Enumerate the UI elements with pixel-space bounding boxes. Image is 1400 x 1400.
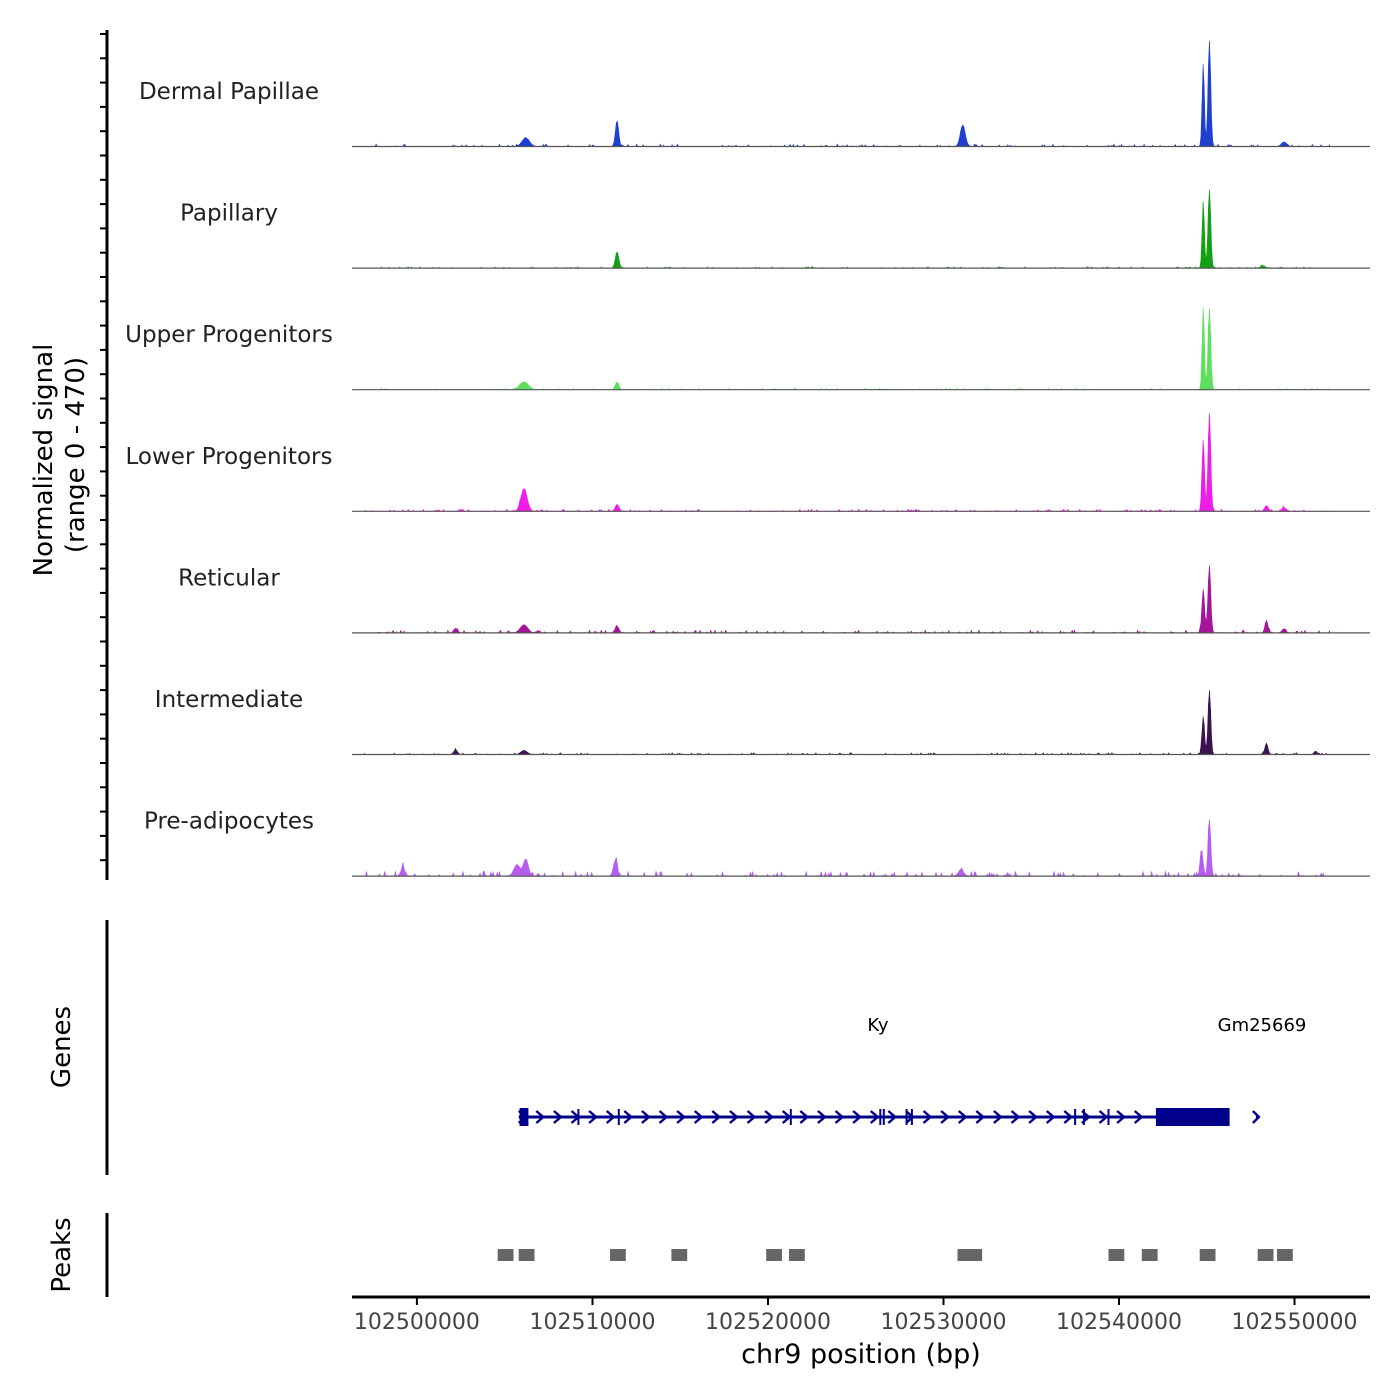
strand-arrow <box>781 1110 792 1124</box>
strand-arrow <box>676 1110 686 1124</box>
signal-area <box>364 412 1330 512</box>
strand-arrow <box>1045 1110 1056 1124</box>
strand-arrow <box>799 1110 810 1124</box>
track-label: Reticular <box>178 565 280 591</box>
gene-label: Ky <box>867 1015 888 1036</box>
track-label: Lower Progenitors <box>126 444 333 470</box>
signal-area <box>364 40 1330 148</box>
signal-area <box>364 819 1330 878</box>
strand-arrow <box>535 1110 546 1124</box>
strand-arrow <box>852 1110 862 1124</box>
track-label: Papillary <box>180 201 278 227</box>
gene-gm25669: Gm25669 <box>1218 1015 1307 1124</box>
strand-arrow <box>729 1110 739 1124</box>
peak-region <box>671 1249 688 1261</box>
strand-arrow <box>693 1110 704 1124</box>
peak-region <box>497 1249 514 1261</box>
strand-arrow <box>1081 1110 1091 1124</box>
strand-arrow <box>711 1110 722 1124</box>
peak-region <box>610 1249 626 1261</box>
peak-region <box>1257 1249 1274 1261</box>
strand-arrow <box>905 1110 915 1124</box>
gene-ky: Ky <box>517 1015 1230 1126</box>
strand-arrow <box>605 1110 616 1124</box>
x-axis-ticks: 102500000 102510000 102520000 102530000 1025… <box>354 1297 1358 1335</box>
x-tick-label: 102550000 <box>1232 1310 1358 1335</box>
strand-arrow <box>1252 1110 1261 1124</box>
strand-arrow <box>1098 1110 1109 1124</box>
peak-region <box>957 1249 983 1261</box>
strand-arrow <box>658 1110 669 1124</box>
coverage-track-intermediate: Intermediate <box>155 687 1370 756</box>
strand-arrow <box>834 1110 845 1124</box>
coverage-ylabel-line1: Normalized signal <box>29 344 59 577</box>
signal-area <box>364 189 1330 269</box>
strand-arrow <box>1028 1110 1038 1124</box>
track-label: Dermal Papillae <box>139 79 319 105</box>
peak-region <box>789 1249 805 1261</box>
signal-area <box>364 565 1330 634</box>
strand-arrow <box>553 1110 563 1124</box>
x-tick-label: 102530000 <box>881 1310 1007 1335</box>
strand-arrow <box>922 1110 933 1124</box>
x-axis-label: chr9 position (bp) <box>741 1339 981 1370</box>
signal-area <box>364 307 1331 391</box>
peak-region <box>1199 1249 1216 1261</box>
peak-region <box>1108 1249 1125 1261</box>
strand-arrow <box>975 1110 986 1124</box>
coverage-track-papillary: Papillary <box>180 189 1370 269</box>
strand-arrow <box>641 1110 651 1124</box>
x-tick-label: 102510000 <box>530 1310 656 1335</box>
gene-track: Ky Gm25669 <box>517 1015 1307 1126</box>
strand-arrow <box>623 1110 634 1124</box>
coverage-track-pre-adipocytes: Pre-adipocytes <box>144 809 1370 878</box>
strand-arrow <box>817 1110 827 1124</box>
x-tick-label: 102500000 <box>354 1310 480 1335</box>
coverage-track-lower-progenitors: Lower Progenitors <box>126 412 1370 512</box>
x-tick-label: 102540000 <box>1056 1310 1182 1335</box>
peak-region <box>1141 1249 1158 1261</box>
peak-region <box>518 1249 535 1261</box>
strand-arrow <box>588 1110 598 1124</box>
gene-exon-block <box>1155 1108 1230 1126</box>
strand-arrow <box>1010 1110 1021 1124</box>
coverage-y-axis <box>100 30 109 880</box>
coverage-track-upper-progenitors: Upper Progenitors <box>125 307 1370 391</box>
coverage-track-dermal-papillae: Dermal Papillae <box>139 40 1370 148</box>
strand-arrow <box>1133 1110 1144 1124</box>
genes-ylabel: Genes <box>47 1006 77 1088</box>
peak-region <box>1277 1249 1293 1261</box>
x-tick-label: 102520000 <box>705 1310 831 1335</box>
coverage-track-reticular: Reticular <box>178 565 1370 634</box>
coverage-tracks: Dermal Papillae Papillary Upper Progenitor… <box>125 40 1370 878</box>
gene-label: Gm25669 <box>1218 1015 1307 1036</box>
strand-arrow <box>957 1110 968 1124</box>
strand-arrow <box>746 1110 757 1124</box>
strand-arrow <box>887 1110 898 1124</box>
peak-region <box>766 1249 782 1261</box>
strand-arrow <box>570 1110 581 1124</box>
track-label: Upper Progenitors <box>125 322 333 348</box>
strand-arrow <box>940 1110 950 1124</box>
coverage-ylabel-line2: (range 0 - 470) <box>61 357 91 553</box>
track-label: Intermediate <box>155 687 303 713</box>
strand-arrow <box>1063 1110 1074 1124</box>
signal-area <box>364 690 1330 756</box>
peaks-ylabel: Peaks <box>47 1217 77 1292</box>
strand-arrow <box>993 1110 1003 1124</box>
track-label: Pre-adipocytes <box>144 809 314 835</box>
strand-arrow <box>869 1110 880 1124</box>
strand-arrow <box>764 1110 774 1124</box>
strand-arrow <box>517 1110 528 1124</box>
peak-track <box>497 1249 1293 1261</box>
strand-arrow <box>1116 1110 1126 1124</box>
